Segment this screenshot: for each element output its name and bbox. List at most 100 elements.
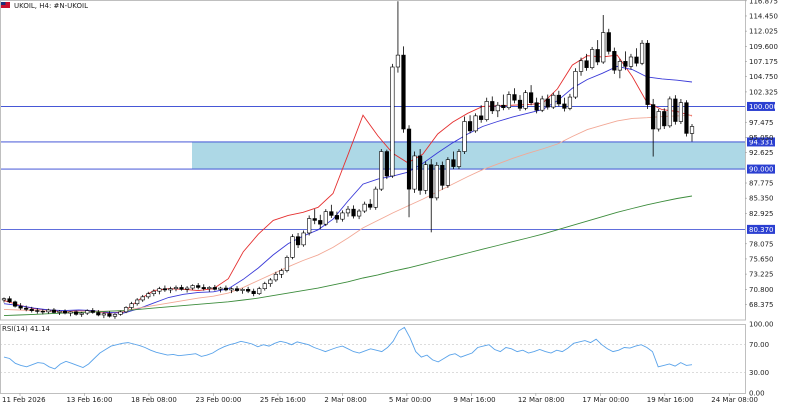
candle-body bbox=[573, 71, 578, 98]
candle-body bbox=[340, 212, 345, 220]
header: UKOIL, H4: #N-UKOIL bbox=[1, 2, 88, 10]
candle-body bbox=[401, 54, 406, 130]
price-tick-label: 114.450 bbox=[749, 12, 778, 20]
candle-body bbox=[479, 115, 484, 120]
candle-body bbox=[440, 165, 445, 186]
candle-body bbox=[412, 155, 417, 190]
candle-body bbox=[273, 273, 278, 281]
candle-body bbox=[567, 96, 573, 109]
level-price-tag bbox=[747, 101, 775, 111]
candle-body bbox=[590, 49, 595, 68]
candle-body bbox=[384, 151, 389, 177]
candle-body bbox=[295, 236, 301, 246]
uk-flag-icon bbox=[1, 2, 10, 8]
candle-body bbox=[562, 103, 567, 109]
candle-body bbox=[551, 94, 556, 108]
candle-body bbox=[651, 104, 656, 130]
candle-body bbox=[301, 232, 306, 246]
level-price-label: 90.000 bbox=[749, 166, 774, 174]
candle-body bbox=[146, 293, 151, 298]
candle-body bbox=[223, 287, 229, 291]
price-tick-label: 73.225 bbox=[749, 271, 774, 279]
candle-body bbox=[312, 218, 317, 221]
candle-body bbox=[634, 56, 639, 64]
candle-body bbox=[628, 56, 634, 67]
candle-body bbox=[218, 287, 223, 290]
candle-body bbox=[545, 98, 550, 108]
candle-body bbox=[578, 60, 584, 72]
candle-body bbox=[484, 101, 489, 120]
level-price-tag bbox=[747, 224, 775, 234]
candle-body bbox=[74, 311, 79, 315]
candle-body bbox=[329, 211, 334, 216]
candle-body bbox=[390, 66, 395, 177]
price-tick-label: 109.600 bbox=[749, 43, 778, 51]
candle-body bbox=[528, 92, 534, 104]
price-tick-label: 97.475 bbox=[749, 119, 774, 127]
candle-body bbox=[645, 42, 650, 105]
candle-body bbox=[356, 210, 362, 217]
time-tick-label: 5 Mar 00:00 bbox=[389, 396, 431, 404]
candle-body bbox=[190, 285, 195, 289]
candle-body bbox=[517, 99, 523, 109]
candle-body bbox=[135, 299, 140, 305]
candle-body bbox=[623, 61, 628, 67]
candle-body bbox=[262, 283, 267, 289]
candle-body bbox=[234, 288, 240, 291]
price-tick-label: 78.075 bbox=[749, 240, 774, 248]
candle-body bbox=[379, 151, 384, 190]
level-price-label: 100.000 bbox=[749, 103, 778, 111]
candle-body bbox=[1, 298, 7, 301]
candle-body bbox=[240, 289, 245, 291]
candle-body bbox=[501, 104, 506, 109]
candle-body bbox=[534, 102, 539, 111]
rsi-tick-label: 0.00 bbox=[749, 390, 765, 398]
price-tick-label: 82.925 bbox=[749, 210, 774, 218]
moving-average-line bbox=[3, 195, 693, 317]
candle-body bbox=[418, 155, 423, 191]
candle-body bbox=[24, 307, 29, 310]
candle-body bbox=[689, 126, 695, 134]
rsi-tick-label: 30.00 bbox=[749, 369, 769, 377]
candle-body bbox=[462, 121, 467, 152]
support-zone bbox=[192, 141, 745, 170]
price-tick-label: 95.050 bbox=[749, 134, 774, 142]
candle-body bbox=[157, 288, 162, 292]
candle-body bbox=[107, 313, 112, 317]
price-tick-label: 107.175 bbox=[749, 58, 778, 66]
candle-body bbox=[57, 310, 62, 313]
candle-body bbox=[445, 159, 450, 186]
price-tick-label: 112.025 bbox=[749, 28, 778, 36]
candle-body bbox=[7, 298, 12, 303]
moving-average-line bbox=[3, 54, 693, 314]
candle-body bbox=[207, 287, 212, 289]
candle-body bbox=[612, 51, 617, 71]
time-tick-label: 19 Mar 16:00 bbox=[647, 396, 694, 404]
candle-body bbox=[606, 32, 611, 52]
candle-body bbox=[29, 309, 34, 311]
candle-body bbox=[129, 303, 134, 308]
candle-body bbox=[490, 101, 495, 112]
time-tick-label: 2 Mar 08:00 bbox=[324, 396, 366, 404]
candle-body bbox=[429, 164, 434, 199]
time-tick-label: 18 Feb 08:00 bbox=[131, 396, 177, 404]
time-tick-label: 23 Feb 00:00 bbox=[195, 396, 241, 404]
candle-body bbox=[184, 287, 190, 290]
candle-body bbox=[96, 312, 101, 316]
candle-body bbox=[251, 290, 256, 294]
candle-body bbox=[118, 311, 123, 315]
price-tick-label: 102.325 bbox=[749, 88, 778, 96]
candle-body bbox=[168, 288, 173, 291]
price-tick-label: 68.375 bbox=[749, 301, 774, 309]
candle-body bbox=[101, 313, 106, 316]
candle-body bbox=[318, 220, 323, 225]
candle-body bbox=[85, 310, 90, 314]
candle-body bbox=[595, 49, 600, 63]
candle-body bbox=[639, 42, 645, 64]
moving-averages bbox=[3, 54, 693, 317]
candle-body bbox=[112, 314, 118, 317]
rsi-tick-label: 70.00 bbox=[749, 341, 769, 349]
candle-body bbox=[667, 98, 672, 127]
candle-body bbox=[351, 208, 356, 217]
